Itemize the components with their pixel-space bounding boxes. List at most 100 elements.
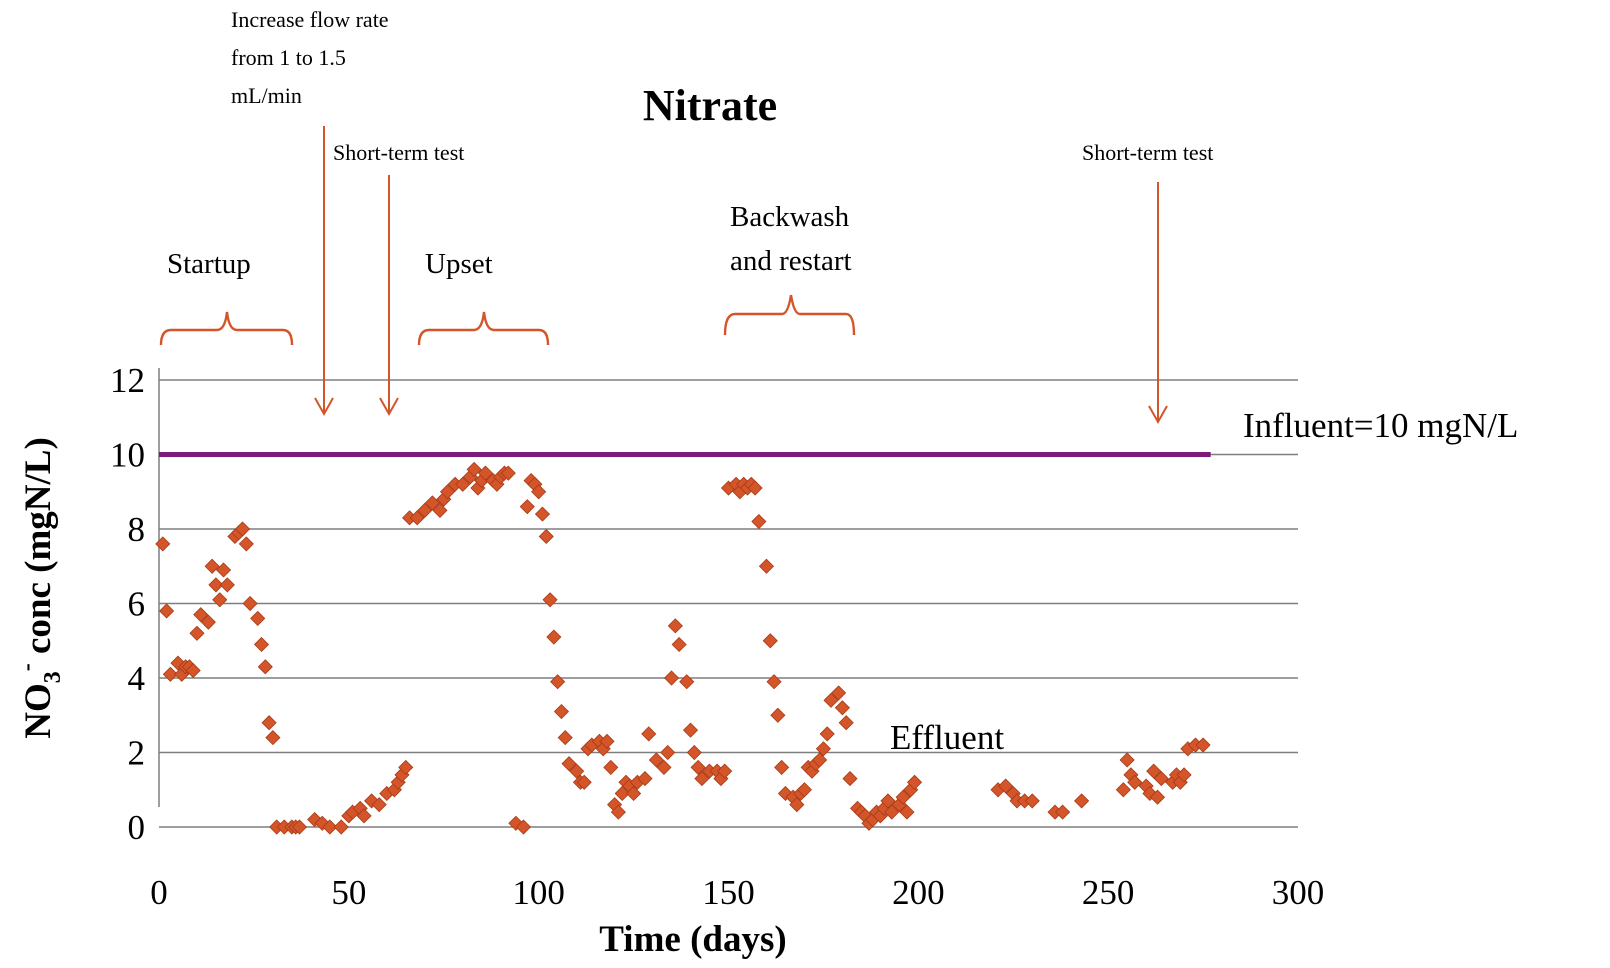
effluent-point xyxy=(550,674,566,690)
annotation-backwash-line-2: and restart xyxy=(730,245,852,277)
effluent-point xyxy=(906,774,923,790)
annotation-flow-rate-line-3: mL/min xyxy=(231,83,302,108)
effluent-point xyxy=(162,666,178,682)
effluent-point xyxy=(500,465,516,481)
effluent-point xyxy=(1055,804,1071,820)
effluent-point xyxy=(694,771,710,787)
influent-label: Influent=10 mgN/L xyxy=(1243,406,1518,445)
effluent-point xyxy=(215,562,232,578)
effluent-point xyxy=(356,808,372,824)
effluent-point xyxy=(614,785,630,802)
effluent-point xyxy=(1127,774,1143,790)
effluent-point xyxy=(250,610,266,626)
effluent-point xyxy=(261,715,277,731)
effluent-point xyxy=(569,763,585,779)
effluent-point xyxy=(1074,793,1090,809)
effluent-point xyxy=(546,629,562,645)
x-tick-label: 0 xyxy=(150,873,168,912)
effluent-point xyxy=(717,763,733,779)
y-tick-label: 2 xyxy=(128,734,146,773)
annotation-startup: Startup xyxy=(167,248,251,280)
effluent-point xyxy=(291,819,308,835)
effluent-point xyxy=(1153,771,1169,787)
effluent-point xyxy=(200,614,216,630)
effluent-point xyxy=(212,592,228,608)
effluent-point xyxy=(257,659,273,675)
effluent-point xyxy=(823,692,839,708)
effluent-point xyxy=(542,592,558,608)
annotation-backwash: Backwash and restart xyxy=(730,201,852,277)
effluent-point xyxy=(185,662,201,679)
effluent-point xyxy=(531,484,547,500)
effluent-point xyxy=(831,685,847,701)
effluent-point xyxy=(648,752,664,768)
x-tick-label: 100 xyxy=(512,873,565,912)
effluent-point xyxy=(660,744,676,761)
effluent-point xyxy=(159,603,175,619)
effluent-point xyxy=(667,618,683,634)
effluent-point xyxy=(519,499,535,515)
backwash-bracket xyxy=(723,294,856,336)
effluent-point xyxy=(234,521,251,537)
effluent-point xyxy=(253,636,270,653)
effluent-point xyxy=(679,674,695,690)
effluent-point xyxy=(690,759,706,775)
effluent-point xyxy=(686,744,702,761)
effluent-point xyxy=(998,778,1014,794)
effluent-point xyxy=(762,633,778,649)
effluent-point xyxy=(1115,782,1131,798)
annotation-flow-rate-line-1: Increase flow rate xyxy=(231,7,389,32)
annotation-flow-rate-line-2: from 1 to 1.5 xyxy=(231,45,346,70)
arrow-short-term-test-1 xyxy=(379,175,399,417)
effluent-point xyxy=(515,819,532,835)
chart-title: Nitrate xyxy=(643,81,777,130)
effluent-point xyxy=(842,771,858,787)
effluent-point xyxy=(819,726,835,742)
effluent-point xyxy=(663,670,680,686)
effluent-point xyxy=(208,577,224,593)
effluent-point xyxy=(432,502,448,518)
effluent-point xyxy=(774,759,790,775)
effluent-point xyxy=(838,715,854,731)
effluent-point xyxy=(322,819,338,835)
effluent-point xyxy=(815,741,831,757)
y-tick-label: 6 xyxy=(128,585,146,624)
effluent-point xyxy=(895,789,911,805)
effluent-point xyxy=(189,625,205,641)
effluent-point xyxy=(557,730,573,746)
effluent-point xyxy=(1146,763,1162,779)
y-axis-title: NO3- conc (mgN/L) xyxy=(14,437,66,739)
effluent-point xyxy=(1149,789,1166,805)
effluent-point xyxy=(899,804,915,820)
x-tick-label: 200 xyxy=(892,873,945,912)
x-tick-label: 150 xyxy=(702,873,755,912)
effluent-point xyxy=(455,476,471,492)
effluent-point xyxy=(812,752,828,768)
effluent-point xyxy=(610,804,626,820)
effluent-point xyxy=(333,819,349,835)
effluent-point xyxy=(682,722,699,738)
y-tick-label: 12 xyxy=(110,361,145,400)
effluent-point xyxy=(439,484,456,500)
arrow-flow-rate xyxy=(314,126,334,417)
effluent-series xyxy=(155,461,1211,835)
effluent-point xyxy=(193,607,209,623)
effluent-point xyxy=(561,756,577,772)
x-tick-label: 250 xyxy=(1082,873,1135,912)
effluent-point xyxy=(796,782,812,798)
arrow-short-term-test-2 xyxy=(1148,182,1168,425)
effluent-point xyxy=(834,700,850,716)
y-tick-labels: 0 2 4 6 8 10 12 xyxy=(110,361,145,847)
effluent-point xyxy=(641,726,657,742)
x-tick-label: 300 xyxy=(1272,873,1325,912)
effluent-point xyxy=(424,495,440,511)
y-tick-label: 8 xyxy=(128,510,146,549)
effluent-point xyxy=(766,674,782,690)
annotation-short-term-test-1: Short-term test xyxy=(333,140,464,165)
effluent-label: Effluent xyxy=(890,718,1004,757)
x-axis-title: Time (days) xyxy=(599,919,786,960)
effluent-point xyxy=(884,804,900,820)
effluent-point xyxy=(789,797,805,813)
effluent-point xyxy=(477,465,494,481)
effluent-point xyxy=(417,502,433,518)
